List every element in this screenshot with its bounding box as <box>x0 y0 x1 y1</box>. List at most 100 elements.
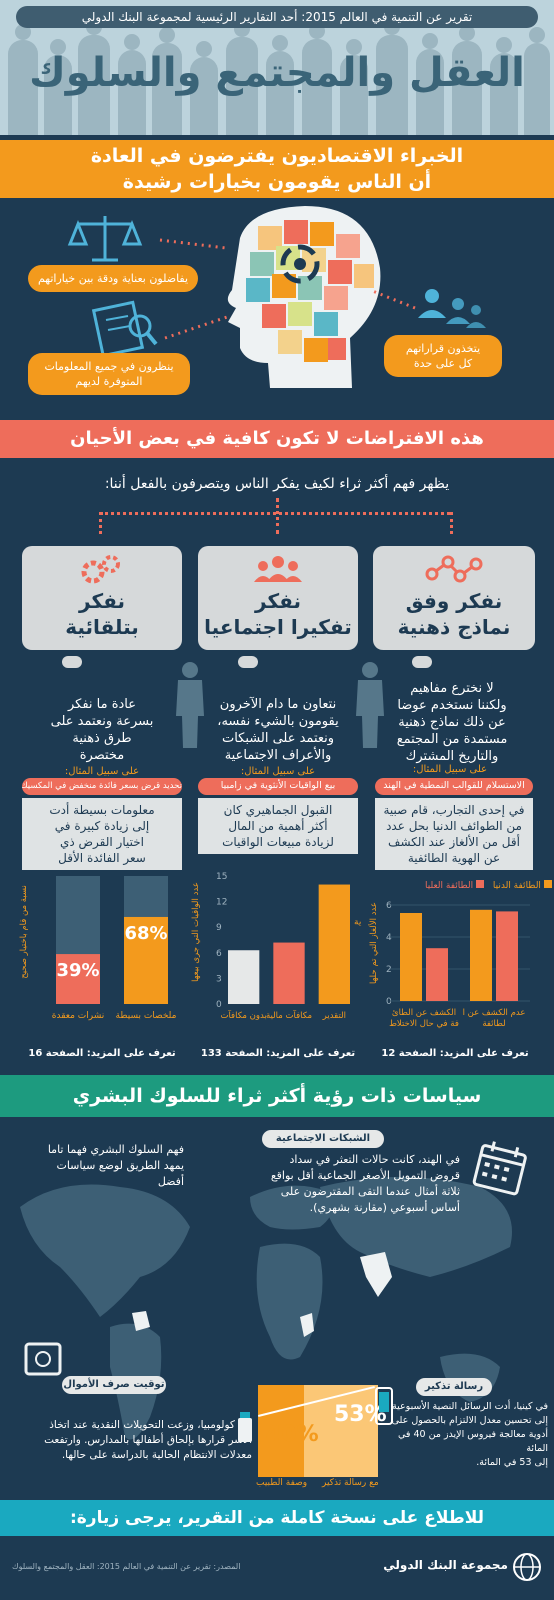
learn-more: تعرف على المزيد: الصفحة 16 <box>28 1048 176 1059</box>
example-label: على سبيل المثال: <box>412 764 488 775</box>
policy-line: أساس أسبوعي (مقارنة بشهري). <box>309 1201 460 1214</box>
body-line: والتاريخ المشترك <box>405 749 499 764</box>
chart-loan-choice: 68% ملخصات بسيطة 39% نشرات معقدة نسبة من قام… <box>19 876 177 1021</box>
card-title-line-1: نفكر وفق <box>405 589 503 613</box>
bar-high-caste <box>496 911 518 1001</box>
example-banner: الاستسلام للقوالب النمطية في الهند <box>375 778 533 795</box>
intro-line-1: الخبراء الاقتصاديون يفترضون في العادة <box>90 145 464 167</box>
report-ribbon: تقرير عن التنمية في العالم 2015: أحد الت… <box>16 6 538 28</box>
example-line: عن الهوية الطائفية <box>407 851 501 865</box>
card-mental-models: نفكر وفق نماذج ذهنية <box>373 546 535 650</box>
tag-social-networks: الشبكات الاجتماعية <box>262 1130 384 1148</box>
connector-line <box>450 512 453 534</box>
chart-caste-puzzles: 0 2 4 6 الكشف عن الطائفة في حال الاختلاط عدم … <box>368 901 530 1029</box>
crowd-silhouette <box>190 41 218 135</box>
medicine-bottle-icon <box>238 1412 252 1442</box>
bar-1 <box>273 942 305 1004</box>
x-category-label: بدون مكافآت <box>220 1009 266 1021</box>
body-line: مستمدة من المجتمع <box>396 732 508 747</box>
card-title-line-1: نفكر <box>255 589 301 613</box>
policy-line: فهم السلوك البشري فهما تاما <box>47 1143 184 1156</box>
policy-line: في الهند، كانت حالات التعثر في سداد <box>289 1153 460 1166</box>
body-line: نتعاون ما دام الآخرون <box>219 697 337 712</box>
tag-cash-timing: توقيت صرف الأموال <box>62 1376 166 1394</box>
body-line: عن ذلك نماذج ذهنية <box>398 715 506 730</box>
example-line: أقل من الألغاز عند الكشف <box>388 835 520 849</box>
document-search-icon <box>91 300 158 358</box>
example-banner: بيع الواقيات الأنثوية في زامبيا <box>198 778 358 795</box>
colorful-brain-tiles <box>246 220 374 362</box>
chart1-legend: الطائفة الدنيا الطائفة العليا <box>425 880 552 891</box>
adherence-low-value: 40% <box>266 1422 319 1447</box>
person-silhouette <box>176 662 204 748</box>
arrows <box>159 238 416 340</box>
tag-reminder: رسالة تذكير <box>416 1378 492 1396</box>
body-line: والأعراف الاجتماعية <box>224 748 332 763</box>
policies-band: سياسات ذات رؤية أكثر ثراء للسلوك البشري <box>0 1075 554 1117</box>
crowd-silhouette <box>452 25 482 135</box>
pill-all-information: ينظرون في جميع المعلومات المتوفرة لديهم <box>28 353 190 395</box>
policy-line: قروض التمويل الأصغر الجماعية أقل بواقع <box>270 1169 460 1182</box>
legend-high: الطائفة العليا <box>425 881 474 891</box>
y-tick-label: 0 <box>386 997 392 1007</box>
card-title-line-2: نماذج ذهنية <box>397 615 511 639</box>
bar-low-caste <box>400 913 422 1001</box>
legend-swatch-high <box>476 880 485 888</box>
x-category-label: نشرات معقدة <box>52 1011 105 1021</box>
kenya-highlight <box>300 1313 314 1337</box>
connector-line <box>99 512 102 534</box>
bar-low-caste <box>470 909 492 1001</box>
colombia-highlight <box>132 1311 150 1331</box>
y-axis-label: عدد الألغاز التي تم حلها <box>368 902 379 984</box>
crowd-silhouette <box>152 27 182 135</box>
thought-bubble <box>238 656 258 668</box>
y-tick-label: 9 <box>216 923 222 933</box>
y-tick-label: 15 <box>216 872 227 882</box>
network-icon <box>425 555 483 583</box>
example-text: القبول الجماهيري كان أكثر أهمية من المال… <box>198 798 358 854</box>
automatic-body: عادة ما نفكر بسرعة ونعتمد على طرق ذهنية … <box>22 696 182 764</box>
policy-line: يمهد الطريق لوضع سياسات <box>56 1159 184 1172</box>
scales-icon <box>67 216 143 262</box>
crowd-silhouette <box>266 35 294 135</box>
bar-1 <box>56 954 100 1004</box>
crowd-silhouette <box>226 21 258 135</box>
page-title: العقل والمجتمع والسلوك <box>29 50 525 96</box>
target-icon <box>280 244 320 284</box>
card-social-thinking: نفكر تفكيرا اجتماعيا <box>198 546 358 650</box>
example-line: معلومات بسيطة أدت <box>49 803 155 817</box>
policy-line: الأسر قرارها بإلحاق أطفالها بالمدارس. وا… <box>44 1434 252 1446</box>
thought-bubble <box>412 656 432 668</box>
example-label: على سبيل المثال: <box>64 766 140 777</box>
policy-line: أفضل <box>157 1175 184 1188</box>
example-line: سعر الفائدة الأقل <box>58 851 146 865</box>
legend-swatch-low <box>543 880 552 888</box>
understanding-text: يظهر فهم أكثر ثراء لكيف يفكر الناس ويتصر… <box>104 476 450 492</box>
bar-high-caste <box>426 948 448 1001</box>
y-tick-label: 0 <box>216 1000 222 1010</box>
x-category-label-cont: فة في حال الاختلاط <box>389 1019 459 1029</box>
gears-icon <box>81 555 120 584</box>
report-link[interactable]: للاطلاع على نسخة كاملة من التقرير، يرجى … <box>0 1500 554 1564</box>
y-tick-label: 6 <box>386 901 392 911</box>
people-icon <box>418 289 486 328</box>
india-highlight <box>360 1252 392 1297</box>
adherence-high-label: مع رسالة تذكير <box>322 1478 379 1488</box>
adherence-bar-high <box>304 1385 378 1477</box>
y-tick-label: 12 <box>216 898 227 908</box>
networks-text: في الهند، كانت حالات التعثر في سداد قروض… <box>260 1152 460 1216</box>
adherence-low-label: وصفة الطبيب <box>256 1478 308 1488</box>
body-line: ولكننا نستخدم عوضا <box>397 698 507 713</box>
example-text: معلومات بسيطة أدت إلى زيادة كبيرة في اخت… <box>22 798 182 870</box>
bar-value-label: 68% <box>124 923 167 944</box>
footer: مجموعة البنك الدولي المصدر: تقرير عن الت… <box>0 1536 554 1600</box>
card-title-line-2: تفكيرا اجتماعيا <box>204 615 352 639</box>
thought-bubble <box>62 656 82 668</box>
card-title-line-1: نفكر <box>79 589 125 613</box>
x-category-label-cont: لطائفة <box>482 1019 505 1029</box>
bar-0 <box>124 916 168 1004</box>
crowd-silhouette <box>340 39 368 135</box>
crowd-silhouette <box>8 24 38 135</box>
bar-2 <box>228 950 260 1004</box>
policy-line: في كولومبيا، وزعت التحويلات النقدية عند … <box>49 1419 252 1431</box>
